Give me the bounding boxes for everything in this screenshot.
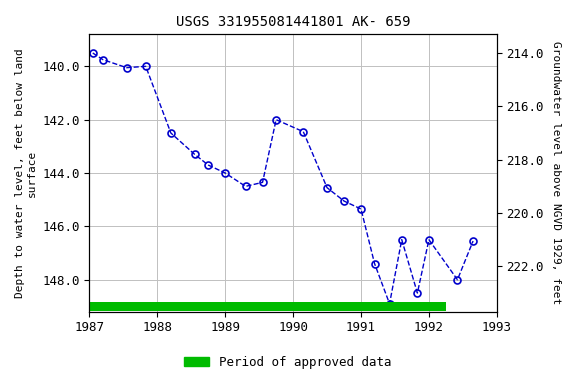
Legend: Period of approved data: Period of approved data	[179, 351, 397, 374]
Bar	[89, 302, 446, 311]
Y-axis label: Groundwater level above NGVD 1929, feet: Groundwater level above NGVD 1929, feet	[551, 41, 561, 305]
Title: USGS 331955081441801 AK- 659: USGS 331955081441801 AK- 659	[176, 15, 410, 29]
Y-axis label: Depth to water level, feet below land
surface: Depth to water level, feet below land su…	[15, 48, 37, 298]
